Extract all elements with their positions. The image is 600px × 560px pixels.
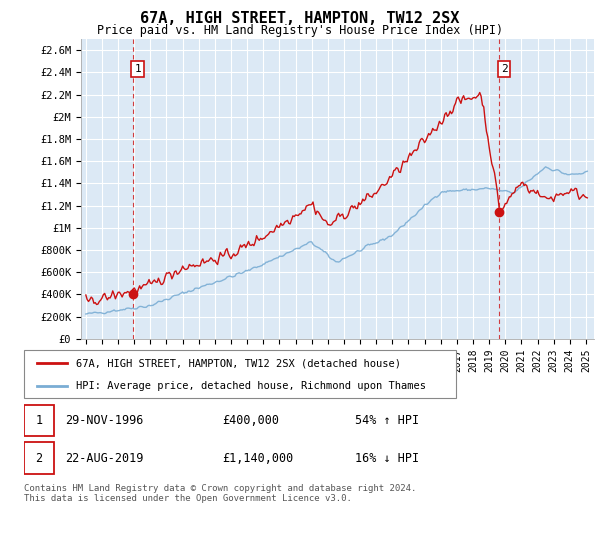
Text: Contains HM Land Registry data © Crown copyright and database right 2024.
This d: Contains HM Land Registry data © Crown c… [24, 484, 416, 503]
Text: 1: 1 [134, 64, 141, 74]
Text: HPI: Average price, detached house, Richmond upon Thames: HPI: Average price, detached house, Rich… [76, 381, 426, 391]
FancyBboxPatch shape [24, 350, 456, 398]
Text: 22-AUG-2019: 22-AUG-2019 [65, 451, 144, 465]
Text: £1,140,000: £1,140,000 [223, 451, 294, 465]
Text: 1: 1 [35, 414, 43, 427]
Text: 2: 2 [35, 451, 43, 465]
Text: £400,000: £400,000 [223, 414, 280, 427]
Text: 2: 2 [501, 64, 508, 74]
Text: 54% ↑ HPI: 54% ↑ HPI [355, 414, 419, 427]
Text: 67A, HIGH STREET, HAMPTON, TW12 2SX: 67A, HIGH STREET, HAMPTON, TW12 2SX [140, 11, 460, 26]
Text: Price paid vs. HM Land Registry's House Price Index (HPI): Price paid vs. HM Land Registry's House … [97, 24, 503, 36]
FancyBboxPatch shape [24, 405, 55, 436]
Text: 29-NOV-1996: 29-NOV-1996 [65, 414, 144, 427]
Text: 67A, HIGH STREET, HAMPTON, TW12 2SX (detached house): 67A, HIGH STREET, HAMPTON, TW12 2SX (det… [76, 358, 401, 368]
Text: 16% ↓ HPI: 16% ↓ HPI [355, 451, 419, 465]
FancyBboxPatch shape [24, 442, 55, 474]
